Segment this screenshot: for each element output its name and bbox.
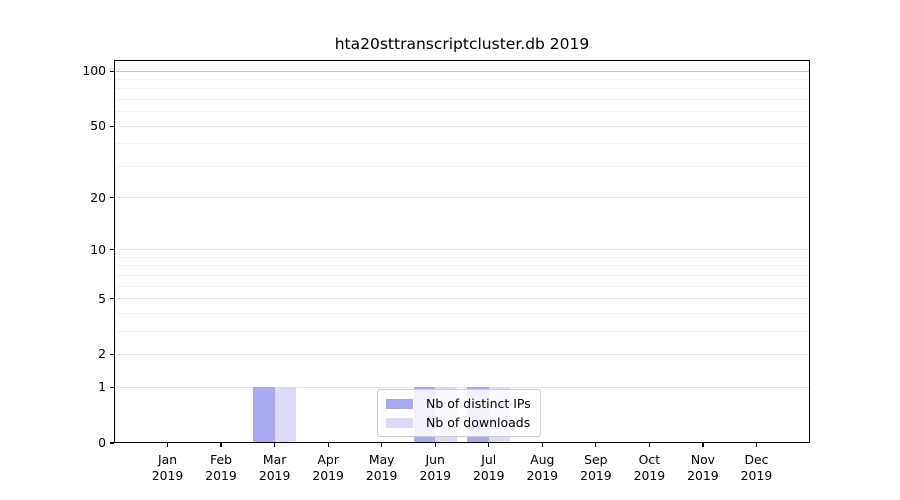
x-tick-label-line: 2019 <box>687 467 719 483</box>
x-tick-label-line: 2019 <box>258 467 291 483</box>
gridline-y-40 <box>114 143 810 145</box>
x-tick-label-line: Nov <box>690 452 716 467</box>
x-tick-label-line: 2019 <box>205 467 237 483</box>
gridline-y-1 <box>114 386 810 388</box>
y-tick-0 <box>109 442 114 444</box>
x-tick-label-line: 2019 <box>472 467 505 483</box>
y-tick-2 <box>109 353 114 356</box>
legend-item-distinct-ips: Nb of distinct IPs <box>386 396 532 411</box>
gridline-y-60 <box>114 111 810 113</box>
gridline-y-20 <box>114 197 810 199</box>
x-tick-feb <box>220 443 222 448</box>
gridline-y-4 <box>114 312 810 314</box>
gridline-y-6 <box>114 285 810 287</box>
plot-area: Nb of distinct IPs Nb of downloads <box>114 60 810 443</box>
x-tick-label-line: 2019 <box>365 467 398 483</box>
bar-nb-of-downloads-mar <box>274 387 297 443</box>
legend-swatch-distinct-ips <box>386 398 413 409</box>
x-tick-label-line: Jul <box>481 452 497 467</box>
x-tick-label-line: Apr <box>317 452 339 467</box>
x-tick-label-jul: Jul 2019 <box>461 452 517 483</box>
x-tick-label-line: Oct <box>638 452 661 467</box>
x-tick-oct <box>648 443 650 448</box>
gridline-y-8 <box>114 265 810 267</box>
x-tick-label-line: 2019 <box>526 467 559 483</box>
y-tick-label-0: 0 <box>98 435 106 450</box>
legend-label-downloads: Nb of downloads <box>426 415 531 430</box>
x-tick-label-oct: Oct 2019 <box>621 452 677 483</box>
x-tick-may <box>381 443 383 448</box>
y-tick-label-100: 100 <box>82 63 106 79</box>
x-tick-label-line: 2019 <box>151 467 184 483</box>
x-tick-label-line: Jun <box>425 452 445 467</box>
x-tick-jul <box>488 443 490 448</box>
gridline-y-90 <box>114 79 810 81</box>
x-tick-label-nov: Nov 2019 <box>675 452 731 483</box>
gridline-y-2 <box>114 353 810 355</box>
y-tick-label-20: 20 <box>90 189 106 205</box>
y-tick-50 <box>109 125 114 127</box>
y-tick-label-10: 10 <box>90 241 106 257</box>
y-tick-label-5: 5 <box>98 290 106 306</box>
x-tick-jun <box>434 443 436 448</box>
x-tick-label-line: 2019 <box>312 467 344 483</box>
gridline-y-10 <box>114 249 810 251</box>
legend-swatch-downloads <box>386 417 413 428</box>
gridline-y-30 <box>114 165 810 167</box>
gridline-y-9 <box>114 256 810 258</box>
y-tick-100 <box>109 70 114 72</box>
gridline-y-100 <box>114 70 810 72</box>
x-tick-label-apr: Apr 2019 <box>300 452 356 483</box>
x-tick-label-line: 2019 <box>419 467 451 483</box>
x-tick-jan <box>166 443 169 448</box>
x-tick-label-mar: Mar 2019 <box>247 452 303 483</box>
y-tick-5 <box>109 298 114 300</box>
x-tick-label-line: Mar <box>262 452 287 467</box>
x-tick-apr <box>327 443 329 448</box>
x-tick-dec <box>755 443 758 448</box>
bar-nb-of-distinct-ips-mar <box>253 387 275 443</box>
x-tick-label-jun: Jun 2019 <box>407 452 463 483</box>
x-tick-label-line: 2019 <box>740 467 773 483</box>
x-tick-mar <box>274 443 276 448</box>
gridline-y-5 <box>114 298 810 300</box>
x-tick-label-line: May <box>368 452 395 467</box>
x-tick-label-aug: Aug 2019 <box>514 452 570 483</box>
gridline-y-50 <box>114 125 810 127</box>
legend: Nb of distinct IPs Nb of downloads <box>377 389 541 437</box>
axis-frame <box>114 60 810 443</box>
x-tick-label-line: Sep <box>584 452 608 467</box>
x-tick-label-line: Aug <box>530 452 555 467</box>
y-tick-1 <box>109 386 114 388</box>
gridline-y-7 <box>114 274 810 276</box>
x-tick-label-line: 2019 <box>580 467 612 483</box>
gridline-y-3 <box>114 330 810 332</box>
x-tick-label-line: Feb <box>210 452 233 467</box>
x-tick-aug <box>541 443 543 448</box>
y-tick-10 <box>109 249 114 251</box>
x-tick-nov <box>702 443 704 448</box>
gridline-y-80 <box>114 88 810 90</box>
y-tick-label-2: 2 <box>98 346 106 362</box>
y-tick-20 <box>109 197 114 199</box>
y-tick-label-1: 1 <box>98 379 106 395</box>
x-tick-label-line: 2019 <box>633 467 666 483</box>
x-tick-label-feb: Feb 2019 <box>193 452 249 483</box>
legend-item-downloads: Nb of downloads <box>386 415 532 430</box>
x-tick-label-jan: Jan 2019 <box>140 452 196 483</box>
gridline-y-70 <box>114 99 810 101</box>
legend-label-distinct-ips: Nb of distinct IPs <box>426 396 531 411</box>
x-tick-label-sep: Sep 2019 <box>568 452 624 483</box>
x-tick-label-line: Jan <box>157 452 178 467</box>
chart-title: hta20sttranscriptcluster.db 2019 <box>334 35 590 53</box>
x-tick-label-may: May 2019 <box>354 452 410 483</box>
y-tick-label-50: 50 <box>90 118 106 134</box>
x-tick-label-line: Dec <box>744 452 769 467</box>
x-tick-sep <box>595 443 597 448</box>
x-tick-label-dec: Dec 2019 <box>728 452 784 483</box>
